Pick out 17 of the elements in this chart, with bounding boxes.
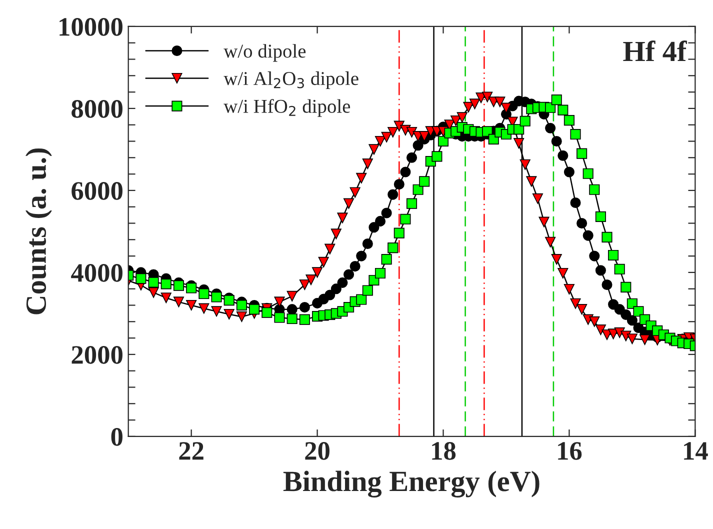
x-tick-label: 18 [432,442,456,460]
x-tick-label: 22 [179,442,204,460]
y-tick-label: 0 [111,428,122,446]
legend-label: w/i HfO$_{2}$ dipole [224,99,350,117]
x-tick-label: 16 [558,442,582,460]
legend-label: w/o dipole [224,44,306,62]
y-tick-label: 6000 [72,182,122,200]
x-axis-title: Binding Energy (eV) [283,470,540,498]
x-tick-label: 14 [684,442,708,460]
y-tick-label: 2000 [72,346,122,364]
y-tick-label: 4000 [71,264,122,282]
legend-label: w/i Al$_{2}$O$_{3}$ dipole [224,71,358,90]
annotation: Hf 4f [623,40,687,62]
y-tick-label: 8000 [72,100,122,118]
y-tick-label: 10000 [60,18,122,36]
y-axis-title: Counts (a. u.) [26,148,52,314]
x-tick-label: 20 [305,442,330,460]
